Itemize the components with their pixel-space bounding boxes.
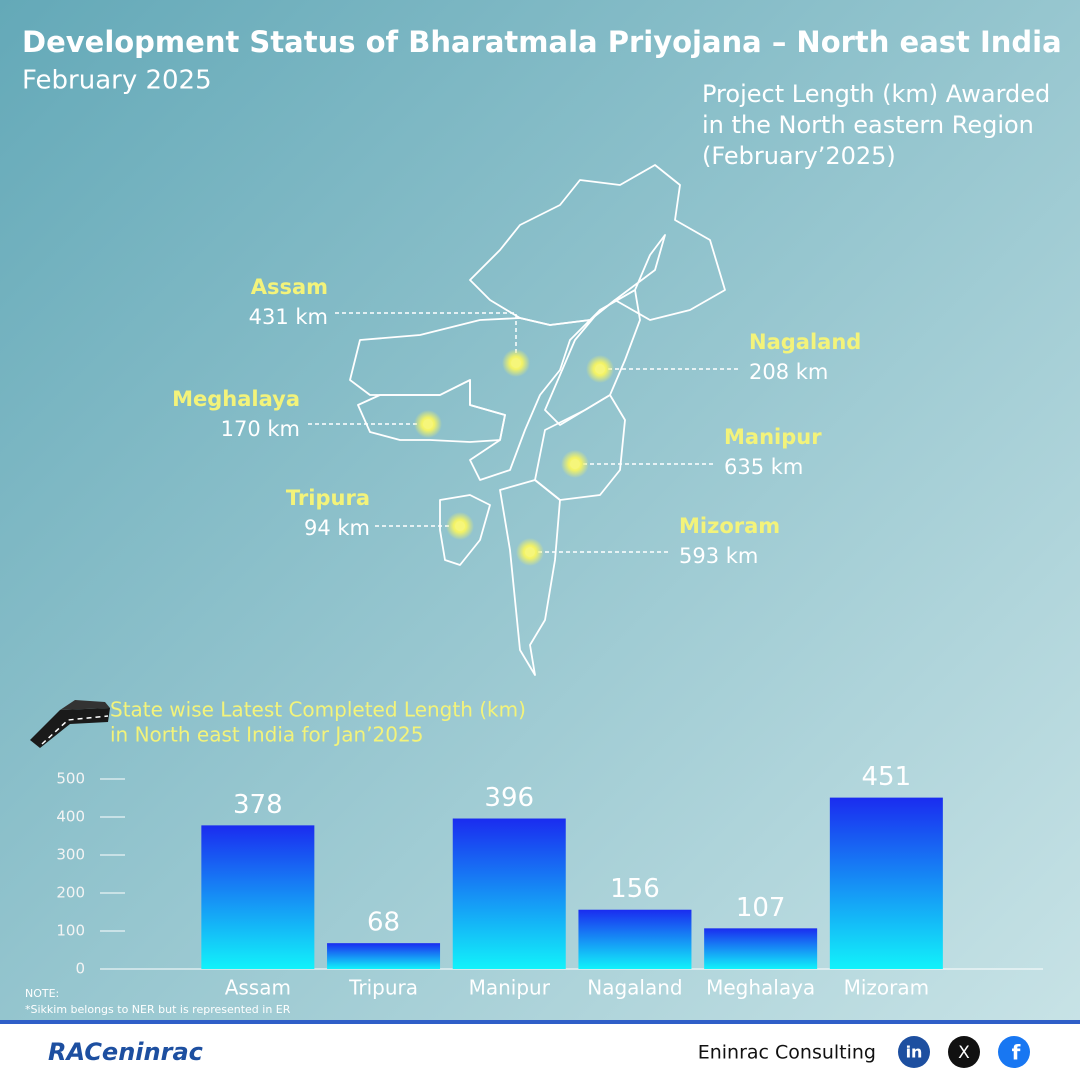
state-value: 208 km <box>749 360 828 384</box>
x-tick-label: Nagaland <box>587 976 682 1000</box>
linkedin-icon-label[interactable]: in <box>906 1043 923 1062</box>
title: Development Status of Bharatmala Priyoja… <box>22 25 1062 59</box>
bar <box>829 797 943 969</box>
note-heading: NOTE: <box>25 987 59 1000</box>
chart-title: in North east India for Jan’2025 <box>110 723 423 747</box>
state-dot <box>595 364 605 374</box>
state-name: Assam <box>251 275 328 299</box>
state-value: 593 km <box>679 544 758 568</box>
value-label: 68 <box>367 908 400 938</box>
y-tick-label: 200 <box>56 884 85 902</box>
state-dot <box>525 547 535 557</box>
state-name: Mizoram <box>679 514 780 538</box>
state-value: 431 km <box>249 305 328 329</box>
state-dot <box>455 521 465 531</box>
y-tick-label: 500 <box>56 770 85 788</box>
state-value: 94 km <box>304 516 370 540</box>
value-label: 156 <box>610 874 660 904</box>
x-icon-label[interactable]: X <box>958 1043 970 1063</box>
state-name: Manipur <box>724 425 822 449</box>
linkedin-icon[interactable] <box>898 1036 930 1068</box>
y-tick-label: 0 <box>75 960 85 978</box>
x-tick-label: Manipur <box>469 976 551 1000</box>
map-labels: Assam 431 km Nagaland 208 km Meghalaya 170 km… <box>172 275 861 568</box>
bar <box>327 943 441 969</box>
facebook-icon-label[interactable]: f <box>1012 1041 1021 1065</box>
footer-rule <box>0 1020 1080 1024</box>
bar <box>704 928 818 969</box>
y-tick-label: 400 <box>56 808 85 826</box>
bar <box>578 909 692 969</box>
x-tick-label: Mizoram <box>844 976 930 1000</box>
state-value: 170 km <box>221 417 300 441</box>
value-label: 396 <box>484 783 534 813</box>
value-label: 451 <box>862 762 912 792</box>
company-name: Eninrac Consulting <box>698 1042 876 1064</box>
value-label: 378 <box>233 790 283 820</box>
subtitle: February 2025 <box>22 66 212 96</box>
map-title: in the North eastern Region <box>702 111 1034 139</box>
x-icon[interactable] <box>948 1036 980 1068</box>
state-dot <box>511 358 521 368</box>
x-tick-label: Assam <box>225 976 291 1000</box>
road-icon <box>30 700 110 748</box>
bar <box>201 825 315 969</box>
state-name: Tripura <box>286 486 370 510</box>
map-outline <box>349 164 726 676</box>
state-dot <box>423 419 433 429</box>
map-title: Project Length (km) Awarded <box>702 80 1050 108</box>
state-value: 635 km <box>724 455 803 479</box>
state-name: Nagaland <box>749 330 861 354</box>
logo: RACeninrac <box>48 1038 203 1066</box>
x-tick-label: Tripura <box>348 976 418 1000</box>
map-title: (February’2025) <box>702 142 896 170</box>
y-tick-label: 100 <box>56 922 85 940</box>
state-dot <box>570 459 580 469</box>
bar <box>452 818 566 969</box>
y-tick-label: 300 <box>56 846 85 864</box>
state-name: Meghalaya <box>172 387 300 411</box>
value-label: 107 <box>736 893 786 923</box>
bar-chart: 0 100 200 300 400 500 378 Assam 68 Tripura 396 Mani… <box>56 762 1043 1000</box>
x-tick-label: Meghalaya <box>706 976 815 1000</box>
facebook-icon[interactable] <box>998 1036 1030 1068</box>
note-text: *Sikkim belongs to NER but is represente… <box>25 1003 291 1016</box>
chart-title: State wise Latest Completed Length (km) <box>110 698 526 722</box>
